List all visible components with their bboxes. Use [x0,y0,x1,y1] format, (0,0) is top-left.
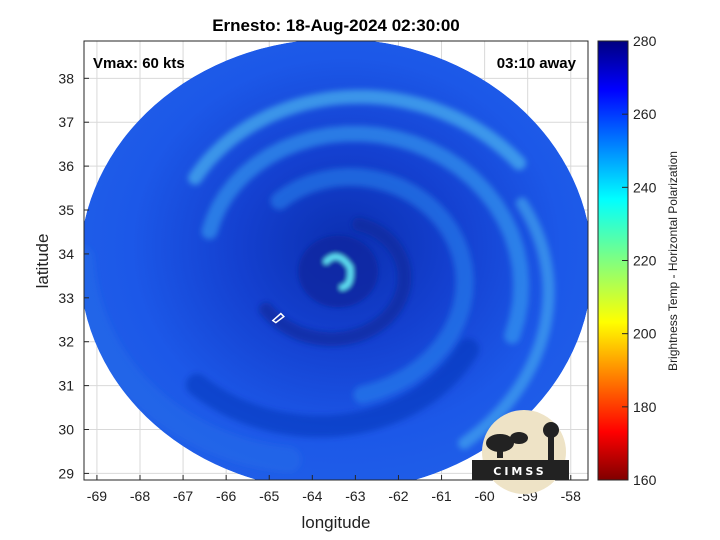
x-tick-label: -60 [474,488,494,504]
y-tick-label: 35 [58,202,74,218]
x-tick-label: -62 [388,488,408,504]
swath-image [84,41,588,480]
y-tick-label: 30 [58,422,74,438]
y-tick-label: 29 [58,465,74,481]
y-tick-label: 32 [58,334,74,350]
colorbar-tick-label: 180 [633,399,657,415]
colorbar-tick-label: 240 [633,179,657,195]
x-tick-label: -69 [87,488,107,504]
colorbar-label: Brightness Temp - Horizontal Polarizatio… [666,151,680,371]
x-tick-label: -65 [259,488,279,504]
y-tick-label: 31 [58,378,74,394]
axes-frame [83,40,589,481]
spiral-band [84,245,302,473]
x-tick-label: -58 [561,488,581,504]
x-tick-label: -67 [173,488,193,504]
y-tick-label: 36 [58,158,74,174]
colorbar-ticks: 160 180 200 220 240 260 280 [622,33,657,488]
colorbar-tick-label: 220 [633,253,657,269]
time-away-annotation: 03:10 away [497,55,577,72]
spiral-band [458,197,555,450]
colorbar-tick-label: 280 [633,33,657,49]
eyewall-dark [298,235,379,308]
x-tick-label: -61 [431,488,451,504]
x-tick-label: -63 [345,488,365,504]
cimss-logo: CIMSS [472,410,569,494]
y-ticks: 29 30 31 32 33 34 35 36 37 38 [58,70,89,481]
y-tick-label: 37 [58,114,74,130]
y-tick-label: 34 [58,246,74,262]
storm-center-marker [271,312,285,324]
x-tick-label: -68 [130,488,150,504]
x-ticks: -69 -68 -67 -66 -65 -64 -63 -62 -61 -60 -59 -58 [87,475,581,504]
y-tick-label: 33 [58,290,74,306]
x-tick-label: -66 [216,488,236,504]
colorbar-tick-label: 200 [633,326,657,342]
eye-band [323,253,354,291]
spiral-band [201,125,530,344]
storm-eye [298,235,379,308]
spiral-band [185,338,480,438]
spiral-band [259,217,412,347]
spiral-band [270,167,474,404]
colorbar-tick-label: 160 [633,472,657,488]
chart-title: Ernesto: 18-Aug-2024 02:30:00 [212,16,460,35]
colorbar-tick-label: 260 [633,106,657,122]
y-tick-label: 38 [58,70,74,86]
x-tick-label: -64 [302,488,322,504]
y-axis-label: latitude [33,234,52,289]
spiral-bands [84,89,555,473]
cimss-logo-text: CIMSS [493,465,546,478]
x-axis-label: longitude [301,513,370,532]
spiral-band [188,89,527,185]
vmax-annotation: Vmax: 60 kts [93,55,185,72]
